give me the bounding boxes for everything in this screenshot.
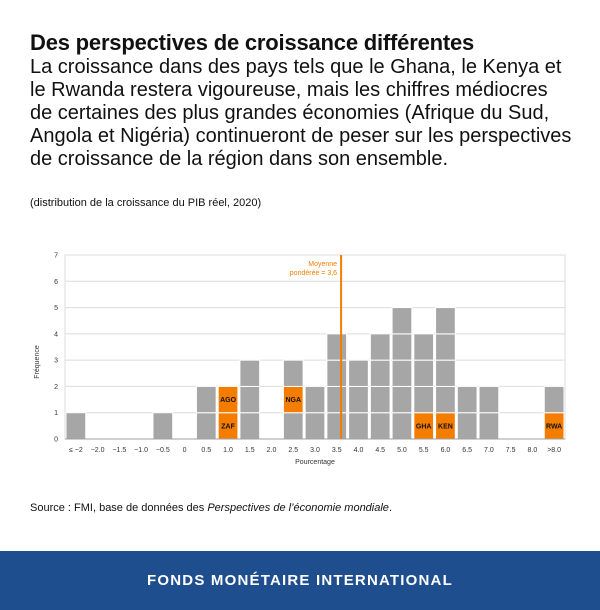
bar-cell — [304, 412, 326, 440]
bar-cell — [413, 359, 435, 387]
footer-banner: FONDS MONÉTAIRE INTERNATIONAL — [0, 551, 600, 610]
country-label: ZAF — [221, 423, 235, 430]
y-tick-label: 1 — [54, 410, 58, 417]
country-label: RWA — [546, 423, 562, 430]
x-tick-label: 4.5 — [375, 447, 385, 454]
y-tick-label: 6 — [54, 279, 58, 286]
source-suffix: . — [388, 502, 392, 514]
bar-cell — [413, 333, 435, 361]
x-tick-label: 4.0 — [354, 447, 364, 454]
bar-cell — [282, 359, 304, 387]
x-tick-label: 8.0 — [528, 447, 538, 454]
bar-cell — [435, 359, 456, 387]
bar-cell — [435, 333, 456, 361]
x-tick-label: 0 — [183, 447, 187, 454]
bar-cell — [369, 412, 391, 440]
bar-cell — [456, 385, 478, 414]
y-tick-label: 7 — [54, 253, 58, 260]
country-label: NGA — [285, 397, 301, 404]
x-tick-label: 2.0 — [267, 447, 277, 454]
bar-cell — [391, 307, 413, 335]
bar-cell — [282, 412, 304, 440]
y-axis-title: Fréquence — [34, 345, 41, 379]
x-tick-label: 3.5 — [332, 447, 342, 454]
country-label: GHA — [416, 423, 432, 430]
bar-cell — [391, 412, 413, 440]
y-tick-label: 4 — [54, 331, 58, 338]
bar-cell — [195, 385, 217, 414]
bar-cell — [478, 412, 500, 440]
x-tick-label: 3.0 — [310, 447, 320, 454]
chart-subtitle: La croissance dans des pays tels que le … — [30, 56, 572, 170]
bar-cell — [348, 385, 369, 414]
bar-cell — [152, 412, 174, 440]
weighted-mean-label-line1: Moyenne — [308, 261, 337, 268]
source-publication: Perspectives de l’économie mondiale — [207, 502, 389, 514]
x-tick-label: 7.0 — [484, 447, 494, 454]
bar-cell — [195, 412, 217, 440]
source-prefix: Source : FMI, base de données des — [30, 502, 208, 514]
bar-cell — [543, 385, 565, 414]
x-tick-label: 0.5 — [201, 447, 211, 454]
y-tick-label: 3 — [54, 358, 58, 365]
bar-cell — [391, 359, 413, 387]
x-tick-label: −1.5 — [112, 447, 126, 454]
x-tick-label: 1.0 — [223, 447, 233, 454]
x-tick-label: 6.0 — [441, 447, 451, 454]
bar-cell — [239, 412, 261, 440]
bar-cell — [369, 359, 391, 387]
chart-note: (distribution de la croissance du PIB ré… — [30, 197, 262, 209]
weighted-mean-label-line2: pondérée = 3,6 — [290, 270, 337, 277]
bar-cell — [369, 385, 391, 414]
bar-cell — [369, 333, 391, 361]
bar-cell — [478, 385, 500, 414]
y-tick-label: 5 — [54, 305, 58, 312]
bar-cell — [326, 359, 348, 387]
country-label: KEN — [438, 423, 453, 430]
bar-cell — [239, 385, 261, 414]
y-tick-label: 0 — [54, 437, 58, 444]
bar-cell — [391, 385, 413, 414]
x-tick-label: 6.5 — [462, 447, 472, 454]
bar-cell — [326, 412, 348, 440]
bar-cell — [456, 412, 478, 440]
x-axis-title: Pourcentage — [295, 459, 335, 466]
bar-cell — [326, 385, 348, 414]
bar-cell — [348, 412, 369, 440]
histogram-chart: 0 1 2 3 4 5 6 7 ZAF AGO NGA GHA KEN RWA ≤ −2 −2.0 −1.5 −1… — [34, 253, 566, 466]
bar-cell — [326, 333, 348, 361]
chart-title: Des perspectives de croissance différent… — [30, 30, 475, 55]
country-label: AGO — [220, 397, 237, 404]
bar-cell — [239, 359, 261, 387]
source-note: Source : FMI, base de données des Perspe… — [30, 502, 392, 514]
x-tick-label: 7.5 — [506, 447, 516, 454]
x-tick-label: −1.0 — [134, 447, 148, 454]
footer-text: FONDS MONÉTAIRE INTERNATIONAL — [147, 572, 453, 589]
x-tick-label: 2.5 — [288, 447, 298, 454]
bar-cell — [65, 412, 87, 440]
y-tick-label: 2 — [54, 384, 58, 391]
bar-cell — [435, 307, 456, 335]
x-tick-label: ≤ −2 — [69, 447, 83, 454]
x-tick-label: >8.0 — [547, 447, 561, 454]
x-tick-label: 1.5 — [245, 447, 255, 454]
bar-cell — [217, 385, 239, 414]
x-tick-label: −2.0 — [91, 447, 105, 454]
bar-cell — [435, 385, 456, 414]
bar-cell — [348, 359, 369, 387]
x-tick-label: −0.5 — [156, 447, 170, 454]
bar-cell — [391, 333, 413, 361]
x-tick-label: 5.5 — [419, 447, 429, 454]
bar-cell — [304, 385, 326, 414]
x-tick-label: 5.0 — [397, 447, 407, 454]
bar-cell — [413, 385, 435, 414]
